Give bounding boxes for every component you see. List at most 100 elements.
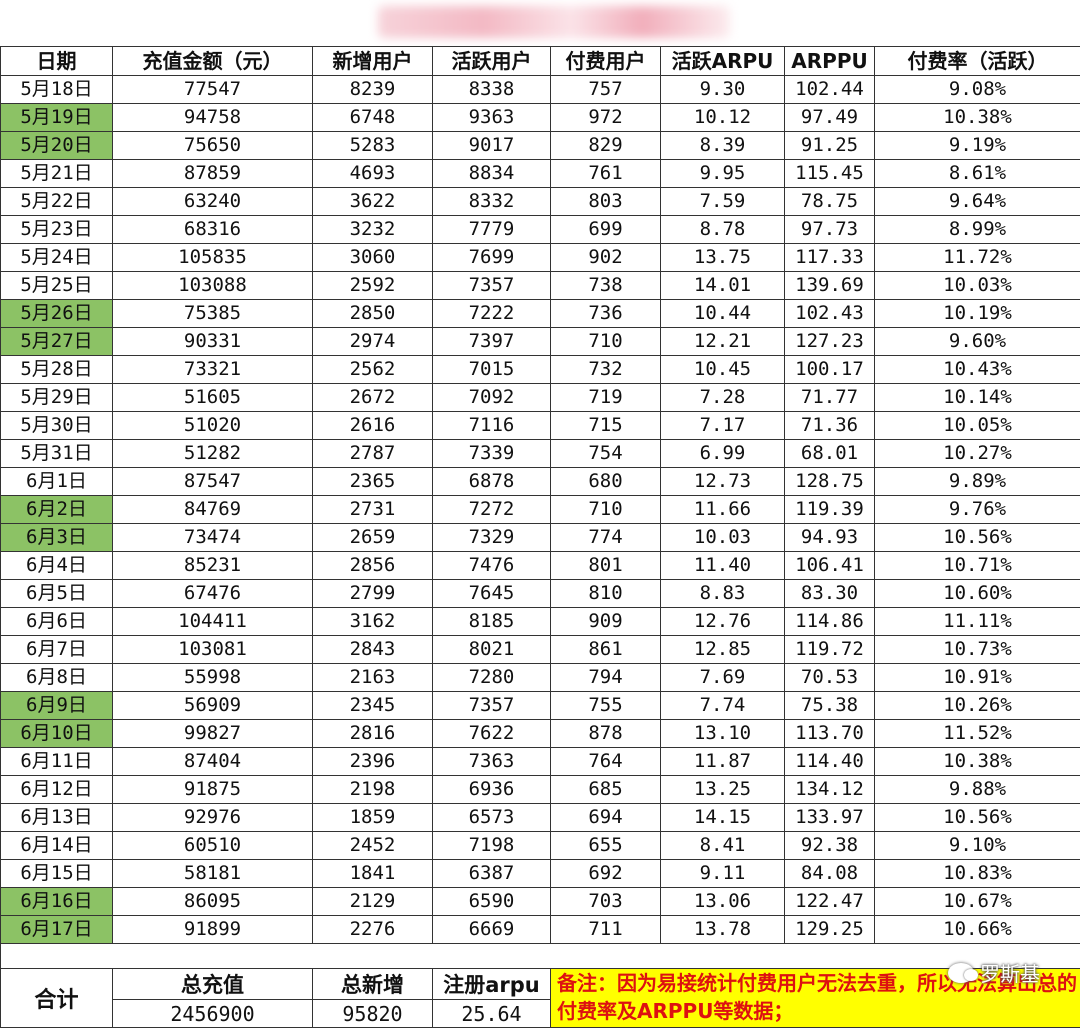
cell-pay-rate: 10.26% [875, 692, 1080, 720]
reg-arpu-label: 注册arpu [433, 969, 551, 1000]
cell-arppu: 114.86 [785, 608, 875, 636]
cell-date: 6月16日 [1, 888, 113, 916]
cell-arppu: 71.77 [785, 384, 875, 412]
cell-new-users: 2345 [313, 692, 433, 720]
total-recharge-label: 总充值 [113, 969, 313, 1000]
cell-recharge: 75650 [113, 132, 313, 160]
cell-active-users: 6936 [433, 776, 551, 804]
cell-active-arpu: 7.59 [661, 188, 785, 216]
cell-arppu: 139.69 [785, 272, 875, 300]
cell-active-users: 7339 [433, 440, 551, 468]
cell-active-arpu: 12.85 [661, 636, 785, 664]
cell-paying-users: 711 [551, 916, 661, 944]
cell-paying-users: 909 [551, 608, 661, 636]
cell-active-users: 8021 [433, 636, 551, 664]
cell-active-arpu: 10.03 [661, 524, 785, 552]
cell-pay-rate: 10.43% [875, 356, 1080, 384]
cell-pay-rate: 10.38% [875, 748, 1080, 776]
totals-label: 合计 [1, 969, 113, 1028]
cell-recharge: 92976 [113, 804, 313, 832]
cell-recharge: 58181 [113, 860, 313, 888]
cell-new-users: 2365 [313, 468, 433, 496]
cell-arppu: 128.75 [785, 468, 875, 496]
cell-new-users: 2816 [313, 720, 433, 748]
cell-arppu: 100.17 [785, 356, 875, 384]
data-table: 日期 充值金额（元） 新增用户 活跃用户 付费用户 活跃ARPU ARPPU 付… [0, 46, 1080, 972]
cell-active-arpu: 10.45 [661, 356, 785, 384]
cell-pay-rate: 10.73% [875, 636, 1080, 664]
cell-recharge: 63240 [113, 188, 313, 216]
cell-date: 5月31日 [1, 440, 113, 468]
cell-arppu: 127.23 [785, 328, 875, 356]
cell-date: 5月24日 [1, 244, 113, 272]
cell-date: 6月5日 [1, 580, 113, 608]
cell-recharge: 51282 [113, 440, 313, 468]
cell-pay-rate: 10.60% [875, 580, 1080, 608]
cell-active-users: 7622 [433, 720, 551, 748]
cell-paying-users: 878 [551, 720, 661, 748]
cell-arppu: 91.25 [785, 132, 875, 160]
cell-arppu: 133.97 [785, 804, 875, 832]
cell-recharge: 87547 [113, 468, 313, 496]
header-active-arpu: 活跃ARPU [661, 47, 785, 76]
cell-paying-users: 774 [551, 524, 661, 552]
cell-new-users: 3622 [313, 188, 433, 216]
cell-active-arpu: 7.17 [661, 412, 785, 440]
cell-arppu: 113.70 [785, 720, 875, 748]
cell-active-arpu: 7.28 [661, 384, 785, 412]
cell-pay-rate: 11.11% [875, 608, 1080, 636]
cell-date: 6月12日 [1, 776, 113, 804]
cell-active-arpu: 9.95 [661, 160, 785, 188]
cell-active-arpu: 10.12 [661, 104, 785, 132]
cell-pay-rate: 10.71% [875, 552, 1080, 580]
cell-active-arpu: 14.01 [661, 272, 785, 300]
cell-arppu: 115.45 [785, 160, 875, 188]
cell-arppu: 119.39 [785, 496, 875, 524]
cell-date: 5月25日 [1, 272, 113, 300]
cell-active-arpu: 13.25 [661, 776, 785, 804]
cell-paying-users: 794 [551, 664, 661, 692]
cell-recharge: 103088 [113, 272, 313, 300]
cell-pay-rate: 8.99% [875, 216, 1080, 244]
cell-new-users: 4693 [313, 160, 433, 188]
cell-paying-users: 710 [551, 328, 661, 356]
cell-active-users: 7116 [433, 412, 551, 440]
title-bar [0, 0, 1080, 46]
cell-active-users: 7015 [433, 356, 551, 384]
cell-active-users: 7198 [433, 832, 551, 860]
cell-active-users: 7280 [433, 664, 551, 692]
cell-date: 5月18日 [1, 76, 113, 104]
cell-pay-rate: 8.61% [875, 160, 1080, 188]
cell-active-users: 6878 [433, 468, 551, 496]
cell-active-users: 6573 [433, 804, 551, 832]
cell-recharge: 87404 [113, 748, 313, 776]
cell-arppu: 122.47 [785, 888, 875, 916]
cell-paying-users: 699 [551, 216, 661, 244]
cell-date: 5月30日 [1, 412, 113, 440]
cell-date: 5月26日 [1, 300, 113, 328]
cell-date: 6月4日 [1, 552, 113, 580]
cell-arppu: 134.12 [785, 776, 875, 804]
cell-recharge: 86095 [113, 888, 313, 916]
cell-recharge: 104411 [113, 608, 313, 636]
cell-paying-users: 738 [551, 272, 661, 300]
cell-arppu: 117.33 [785, 244, 875, 272]
cell-active-users: 7645 [433, 580, 551, 608]
cell-new-users: 2974 [313, 328, 433, 356]
cell-arppu: 71.36 [785, 412, 875, 440]
cell-new-users: 6748 [313, 104, 433, 132]
